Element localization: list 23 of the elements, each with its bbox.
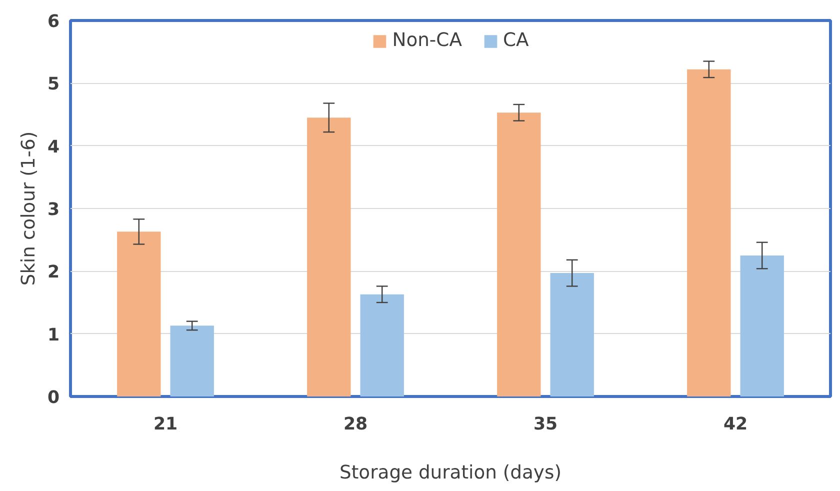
bar bbox=[687, 69, 731, 396]
bar bbox=[550, 273, 594, 396]
y-tick-label: 4 bbox=[47, 137, 60, 158]
x-tick-label: 35 bbox=[533, 414, 558, 434]
bar bbox=[497, 112, 541, 396]
legend-label: CA bbox=[502, 30, 529, 51]
y-tick-label: 1 bbox=[47, 325, 60, 346]
bar bbox=[117, 232, 161, 396]
y-tick-label: 6 bbox=[47, 12, 60, 32]
y-tick-label: 5 bbox=[47, 74, 60, 95]
bar bbox=[307, 118, 351, 396]
x-axis-title: Storage duration (days) bbox=[340, 462, 562, 484]
y-tick-label: 0 bbox=[47, 388, 60, 408]
bar bbox=[740, 256, 784, 396]
legend-label: Non-CA bbox=[392, 30, 462, 51]
y-tick-label: 2 bbox=[47, 262, 60, 283]
y-tick-label: 3 bbox=[47, 200, 60, 220]
bar bbox=[360, 294, 404, 396]
bar bbox=[170, 326, 214, 396]
x-tick-label: 28 bbox=[343, 414, 368, 434]
x-tick-label: 42 bbox=[723, 414, 748, 434]
x-tick-label: 21 bbox=[153, 414, 178, 434]
y-axis-title: Skin colour (1-6) bbox=[18, 131, 40, 286]
